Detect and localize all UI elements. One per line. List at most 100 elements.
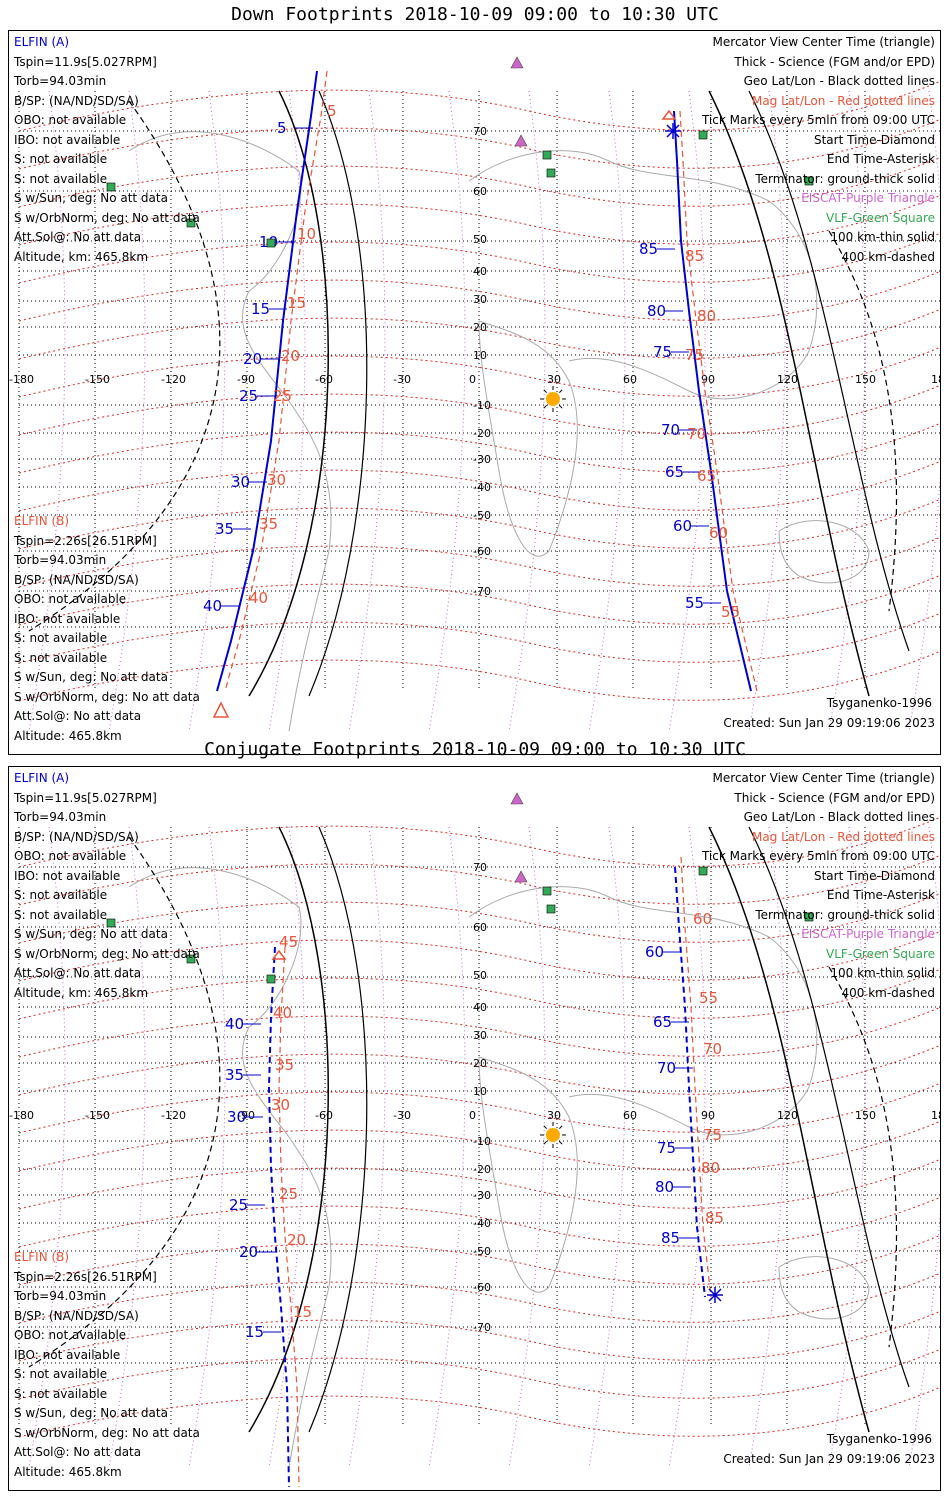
lon-tick-label: 90 [701,1109,715,1122]
map-legend-line: Geo Lat/Lon - Black dotted lines [743,74,935,88]
elfin-b-tick-label: 35 [259,515,278,533]
vlf-square [266,974,276,984]
model-name: Tsyganenko-1996 [826,1432,932,1446]
elfin-b-tick-label: 70 [687,425,706,443]
elfin-a-legend-line: Tspin=11.9s[5.027RPM] [14,54,157,69]
lon-tick-label: -150 [85,1109,110,1122]
elfin-b-legend-line: S: not available [14,650,108,665]
elfin-b-legend-line: ELFIN (B) [14,1250,70,1264]
terminator-400km-left [28,836,221,1368]
elfin-a-legend-line: ELFIN (A) [14,771,70,785]
elfin-a-legend-line: IBO: not available [14,868,121,883]
lat-tick-label: -20 [473,1163,491,1176]
elfin-b-tick-label: 70 [703,1040,722,1058]
elfin-b-tick-label: 65 [697,467,716,485]
elfin-a-legend-line: OBO: not available [14,113,127,127]
elfin-b-legend-line: Tspin=2.26s[26.51RPM] [14,533,157,548]
vlf-square [186,954,196,964]
end-asterisk [665,123,681,139]
elfin-a-tick-label: 70 [657,1059,676,1077]
lat-tick-label: 20 [473,321,487,334]
elfin-a-legend-line: S: not available [14,888,108,902]
lon-tick-label: 150 [855,1109,876,1122]
elfin-a-track-east [673,110,752,692]
mag-longitude-line [508,826,546,1468]
lat-tick-label: -50 [473,1245,491,1258]
elfin-b-tick-label: 10 [297,225,316,243]
elfin-a-tick-label: 80 [655,1178,674,1196]
lon-tick-label: -30 [393,1109,411,1122]
elfin-b-legend-line: Tspin=2.26s[26.51RPM] [14,1269,157,1284]
map-legend-line: Mercator View Center Time (triangle) [712,771,935,785]
vlf-square [546,904,556,914]
mag-longitude-line [428,90,466,732]
map-legend-line: Tick Marks every 5min from 09:00 UTC [701,113,935,127]
map-legend-line: Terminator: ground-thick solid [755,907,935,922]
elfin-a-legend-line: S: not available [14,907,108,922]
map-legend-line: End Time-Asterisk [826,888,935,902]
elfin-a-tick-label: 60 [673,517,692,535]
elfin-a-tick-label: 70 [661,421,680,439]
mag-longitude-line [588,826,626,1468]
lon-tick-label: -120 [161,1109,186,1122]
elfin-a-legend-line: Att.Sol@: No att data [14,230,142,244]
lat-tick-label: -10 [473,1135,491,1148]
elfin-a-legend-line: S w/OrbNorm, deg: No att data [14,210,200,225]
elfin-b-tick-label: 25 [279,1185,298,1203]
elfin-a-tick-label: 25 [239,387,258,405]
lon-tick-label: -180 [9,373,34,386]
eiscat-triangle [514,870,528,883]
terminator-100km-left [308,90,368,697]
lon-tick-label: -180 [9,1109,34,1122]
elfin-a-track-east [674,866,706,1298]
elfin-a-tick-label: 30 [231,473,250,491]
terminator-ground-right [708,826,870,1433]
terminator-100km-right [748,826,910,1388]
elfin-b-legend-line: Torb=94.03min [14,1289,107,1303]
elfin-b-tick-label: 45 [279,933,298,951]
elfin-a-tick-label: 40 [203,597,222,615]
elfin-a-tick-label: 65 [653,1013,672,1031]
lat-tick-label: -30 [473,1189,491,1202]
start-marker [271,949,287,960]
elfin-a-legend-line: ELFIN (A) [14,35,70,49]
vlf-square [698,866,708,876]
eiscat-triangle [514,134,528,147]
lat-tick-label: 30 [473,293,487,306]
lon-tick-label: 30 [547,1109,561,1122]
elfin-b-legend-line: S: not available [14,1386,108,1401]
elfin-a-legend-line: S w/Sun, deg: No att data [14,927,168,941]
elfin-b-tick-label: 85 [705,1209,724,1227]
lat-tick-label: -30 [473,453,491,466]
vlf-square [106,182,116,192]
elfin-a-legend-line: Torb=94.03min [14,74,107,88]
map-legend-line: Geo Lat/Lon - Black dotted lines [743,810,935,824]
elfin-a-tick-label: 25 [229,1196,248,1214]
lat-tick-label: 50 [473,233,487,246]
elfin-a-tick-label: 80 [647,302,666,320]
elfin-b-legend-line: B/SP: (NA/ND/SD/SA) [14,1308,139,1323]
elfin-b-legend-line: S: not available [14,1367,108,1381]
end-asterisk [707,1287,723,1303]
lon-tick-label: -60 [315,1109,333,1122]
terminator-400km-right [828,230,898,612]
lat-tick-label: 60 [473,921,487,934]
map-legend-line: 100 km-thin solid [830,230,935,244]
terminator-100km-right [748,90,910,652]
map-legend-line: End Time-Asterisk [826,152,935,166]
vlf-square [804,912,814,922]
coastline-0 [128,867,332,1468]
sun-ray [543,389,547,393]
elfin-a-track-west [216,70,318,692]
vlf-square [804,176,814,186]
sun-ray [559,389,563,393]
map-legend-line: EISCAT-Purple Triangle [801,927,935,941]
map-legend-line: 400 km-dashed [841,249,935,264]
elfin-b-tick-label: 15 [293,1303,312,1321]
lat-tick-label: 30 [473,1029,487,1042]
model-name: Tsyganenko-1996 [826,696,932,710]
elfin-b-tick-label: 55 [721,603,740,621]
vlf-square [542,886,552,896]
lat-tick-label: -10 [473,399,491,412]
down-map: -180-150-120-90-60-300306090120150180706… [9,56,940,732]
